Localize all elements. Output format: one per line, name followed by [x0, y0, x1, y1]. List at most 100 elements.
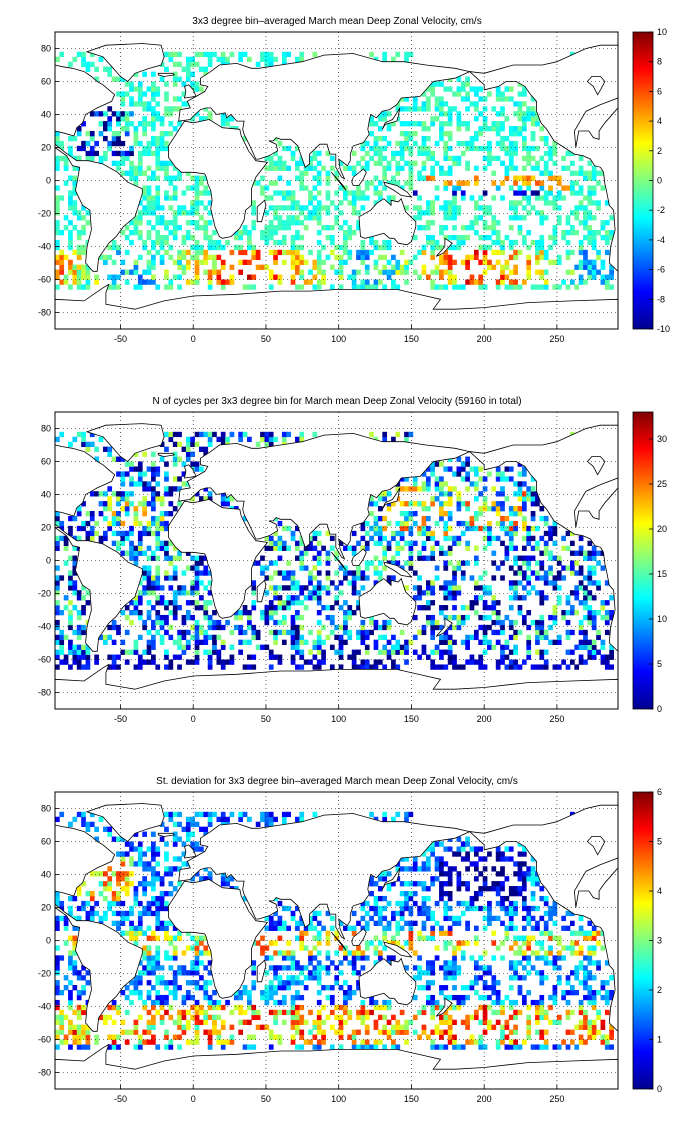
heatmap-cell — [539, 565, 545, 571]
heatmap-cell — [155, 200, 161, 206]
heatmap-cell — [190, 185, 195, 191]
heatmap-cell — [434, 575, 440, 581]
heatmap-cell — [351, 150, 357, 157]
heatmap-cell — [596, 269, 601, 275]
heatmap-cell — [517, 126, 523, 132]
heatmap-cell — [295, 1009, 300, 1016]
heatmap-cell — [316, 279, 322, 285]
heatmap-cell — [124, 471, 130, 477]
heatmap-cell — [55, 160, 60, 166]
heatmap-cell — [151, 506, 156, 512]
heatmap-cell — [334, 205, 340, 211]
heatmap-cell — [412, 254, 418, 261]
heatmap-cell — [329, 580, 335, 586]
heatmap-cell — [321, 925, 326, 931]
heatmap-cell — [159, 994, 165, 1001]
heatmap-cell — [495, 466, 501, 472]
heatmap-cell — [76, 131, 82, 137]
heatmap-cell — [312, 264, 318, 270]
heatmap-cell — [281, 259, 287, 265]
heatmap-cell — [164, 550, 169, 556]
heatmap-cell — [251, 274, 257, 280]
heatmap-cell — [55, 140, 60, 147]
heatmap-cell — [465, 476, 470, 482]
heatmap-cell — [316, 220, 322, 226]
heatmap-cell — [495, 121, 501, 127]
heatmap-cell — [151, 585, 156, 591]
heatmap-cell — [443, 155, 449, 162]
heatmap-cell — [452, 259, 457, 265]
heatmap-cell — [452, 160, 457, 166]
heatmap-cell — [59, 520, 65, 527]
heatmap-cell — [290, 980, 296, 986]
heatmap-cell — [338, 160, 344, 166]
heatmap-cell — [281, 570, 287, 576]
y-tick-label: -40 — [38, 242, 51, 252]
heatmap-cell — [543, 659, 549, 665]
heatmap-cell — [207, 56, 213, 63]
heatmap-cell — [251, 1014, 257, 1021]
heatmap-cell — [155, 205, 161, 211]
heatmap-cell — [508, 185, 514, 191]
heatmap-cell — [351, 545, 357, 551]
heatmap-cell — [430, 624, 436, 631]
heatmap-cell — [587, 540, 593, 546]
heatmap-cell — [500, 654, 505, 660]
heatmap-cell — [151, 1024, 156, 1030]
heatmap-cell — [194, 565, 200, 571]
heatmap-cell — [81, 975, 86, 981]
heatmap-cell — [151, 910, 156, 917]
heatmap-cell — [212, 634, 217, 641]
heatmap-cell — [68, 515, 73, 522]
heatmap-cell — [334, 244, 340, 251]
heatmap-cell — [508, 155, 514, 162]
heatmap-cell — [360, 634, 366, 641]
heatmap-cell — [369, 811, 374, 818]
heatmap-cell — [85, 511, 91, 517]
heatmap-cells — [55, 51, 614, 290]
heatmap-cell — [116, 76, 121, 82]
heatmap-cell — [556, 190, 562, 196]
heatmap-cell — [81, 816, 86, 823]
heatmap-cell — [408, 486, 414, 492]
heatmap-cell — [137, 851, 143, 857]
heatmap-cell — [517, 511, 523, 517]
heatmap-cell — [351, 649, 357, 655]
heatmap-cell — [155, 215, 161, 221]
heatmap-cell — [225, 881, 230, 887]
heatmap-cell — [338, 580, 344, 586]
heatmap-cell — [199, 960, 204, 966]
heatmap-cell — [98, 881, 104, 887]
heatmap-cell — [395, 530, 401, 537]
heatmap-cell — [55, 891, 60, 897]
heatmap-cell — [146, 175, 152, 181]
heatmap-cell — [386, 925, 392, 931]
heatmap-cell — [151, 244, 156, 251]
heatmap-cell — [68, 525, 73, 532]
heatmap-cell — [517, 629, 523, 636]
heatmap-cell — [229, 264, 235, 270]
heatmap-cell — [81, 269, 86, 275]
heatmap-cell — [177, 935, 182, 941]
heatmap-cell — [452, 471, 457, 477]
heatmap-cell — [600, 170, 606, 176]
heatmap-cell — [500, 249, 505, 256]
heatmap-cell — [495, 220, 501, 226]
heatmap-cell — [277, 619, 283, 626]
heatmap-cell — [185, 436, 191, 443]
heatmap-cell — [386, 140, 392, 147]
colorbar-tick-label: -4 — [657, 235, 665, 245]
heatmap-cell — [251, 220, 257, 226]
heatmap-cell — [321, 244, 326, 251]
heatmap-cell — [443, 200, 449, 206]
heatmap-cell — [290, 624, 296, 631]
heatmap-cell — [286, 525, 292, 532]
heatmap-cell — [452, 200, 457, 206]
x-tick-label: 50 — [261, 714, 271, 724]
heatmap-cell — [181, 446, 187, 452]
heatmap-cell — [377, 886, 383, 892]
heatmap-cell — [382, 945, 388, 951]
heatmap-cell — [377, 910, 383, 917]
heatmap-cell — [268, 985, 274, 991]
heatmap-cell — [434, 624, 440, 631]
